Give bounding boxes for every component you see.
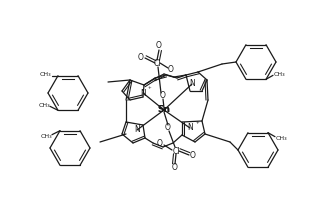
Text: N: N bbox=[187, 123, 193, 133]
Text: CH₃: CH₃ bbox=[38, 103, 50, 108]
Text: CH₃: CH₃ bbox=[39, 72, 51, 77]
Text: N: N bbox=[134, 125, 140, 135]
Text: O: O bbox=[165, 123, 171, 133]
Text: Sn: Sn bbox=[158, 105, 170, 115]
Text: Sn: Sn bbox=[158, 105, 170, 115]
Text: Cl: Cl bbox=[153, 59, 161, 67]
Text: O: O bbox=[160, 92, 166, 100]
Text: O: O bbox=[172, 163, 178, 173]
Text: O: O bbox=[156, 41, 162, 51]
Text: O: O bbox=[190, 151, 196, 161]
Text: ⁺: ⁺ bbox=[147, 87, 151, 93]
Text: O: O bbox=[168, 64, 174, 74]
Text: N: N bbox=[189, 79, 195, 89]
Text: N: N bbox=[140, 89, 146, 97]
Text: CH₃: CH₃ bbox=[275, 136, 287, 141]
Text: CH₃: CH₃ bbox=[40, 134, 52, 139]
Text: Cl: Cl bbox=[172, 146, 180, 156]
Text: O: O bbox=[138, 53, 144, 61]
Text: ⁺: ⁺ bbox=[195, 122, 199, 128]
Text: CH₃: CH₃ bbox=[273, 72, 285, 77]
Text: O: O bbox=[157, 138, 163, 148]
